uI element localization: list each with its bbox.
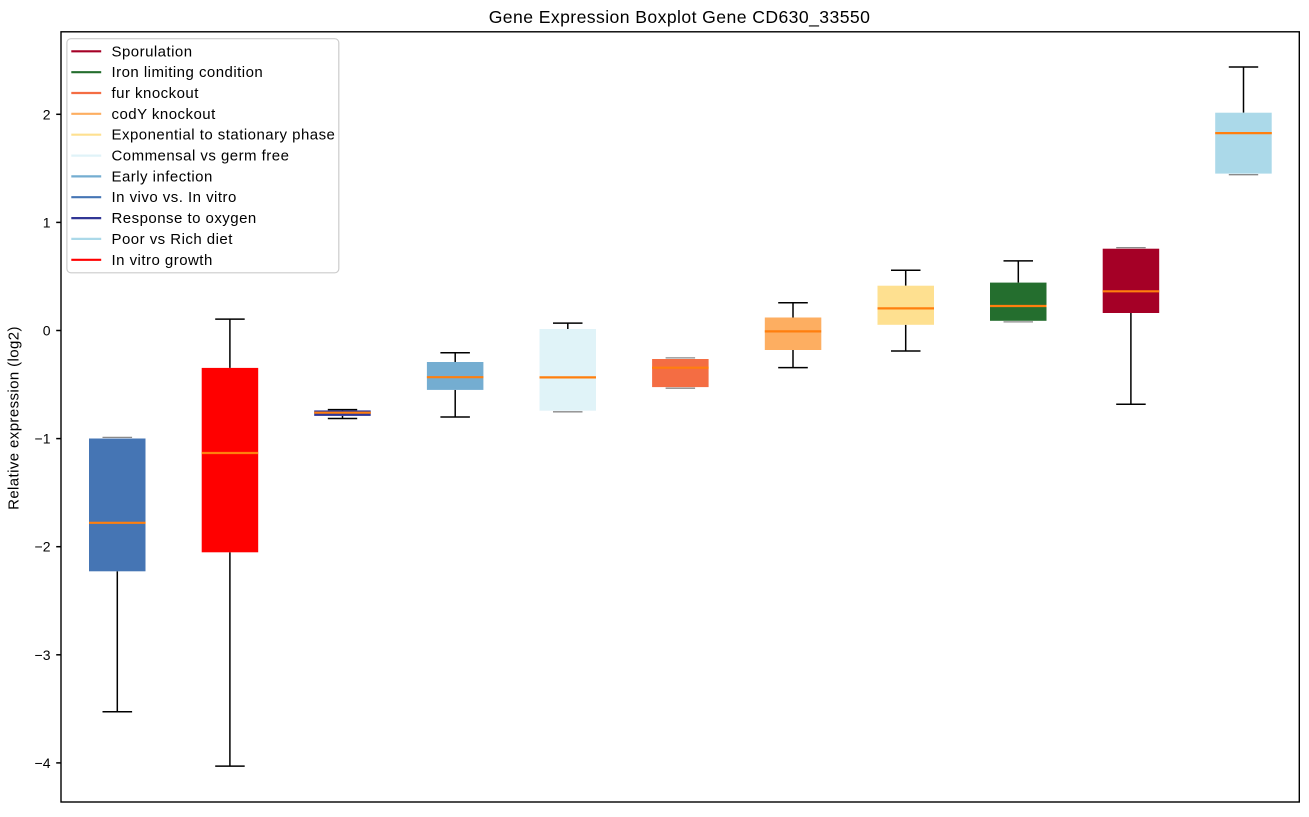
svg-text:codY knockout: codY knockout	[112, 106, 217, 123]
svg-text:1: 1	[43, 214, 51, 230]
svg-text:Gene Expression Boxplot Gene C: Gene Expression Boxplot Gene CD630_33550	[489, 7, 871, 28]
svg-text:Response to oxygen: Response to oxygen	[112, 210, 257, 227]
svg-text:Relative expression (log2): Relative expression (log2)	[6, 326, 23, 510]
svg-text:−1: −1	[35, 431, 51, 447]
svg-text:In vivo vs. In vitro: In vivo vs. In vitro	[112, 189, 237, 206]
svg-text:In vitro growth: In vitro growth	[112, 252, 213, 269]
svg-text:−3: −3	[35, 647, 51, 663]
svg-text:Commensal vs germ free: Commensal vs germ free	[112, 148, 290, 165]
svg-text:Exponential to stationary phas: Exponential to stationary phase	[112, 127, 336, 144]
svg-text:0: 0	[43, 323, 51, 339]
svg-text:Sporulation: Sporulation	[112, 43, 193, 60]
svg-text:−2: −2	[35, 539, 51, 555]
svg-text:Early infection: Early infection	[112, 168, 213, 185]
svg-text:−4: −4	[35, 755, 51, 771]
svg-text:Poor vs Rich diet: Poor vs Rich diet	[112, 231, 234, 248]
svg-text:fur knockout: fur knockout	[112, 85, 200, 102]
svg-text:2: 2	[43, 106, 51, 122]
svg-text:Iron limiting condition: Iron limiting condition	[112, 64, 264, 81]
